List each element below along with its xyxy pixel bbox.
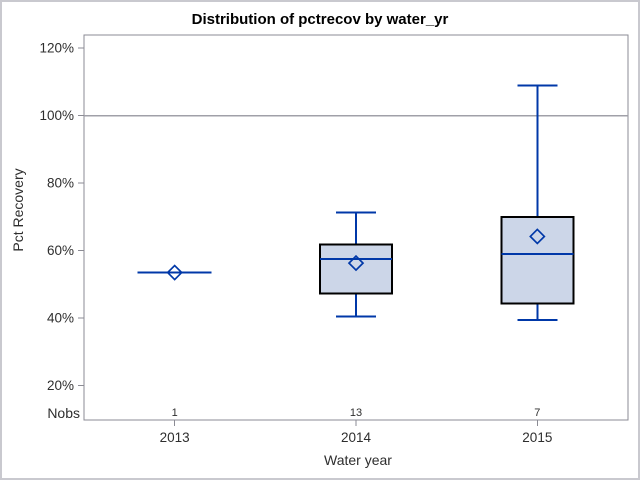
nobs-value: 13 (350, 407, 362, 419)
y-tick-label: 120% (39, 41, 74, 56)
mean-diamond-marker (529, 228, 546, 245)
iqr-box (500, 215, 575, 305)
y-tick-label: 100% (39, 108, 74, 123)
y-tick-label: 80% (47, 176, 74, 191)
mean-diamond-marker (166, 264, 183, 281)
nobs-value: 7 (534, 407, 540, 419)
x-axis-label: Water year (324, 452, 392, 468)
y-tick-label: 60% (47, 243, 74, 258)
mean-diamond-marker (347, 254, 365, 272)
chart-title: Distribution of pctrecov by water_yr (191, 11, 449, 28)
x-category-label: 2014 (341, 430, 372, 445)
y-tick-label: 20% (47, 378, 74, 393)
nobs-value: 1 (172, 407, 178, 419)
nobs-row-label: Nobs (47, 405, 80, 421)
x-category-label: 2015 (522, 430, 552, 445)
y-tick-label: 40% (47, 311, 74, 326)
x-category-label: 2013 (160, 430, 190, 445)
